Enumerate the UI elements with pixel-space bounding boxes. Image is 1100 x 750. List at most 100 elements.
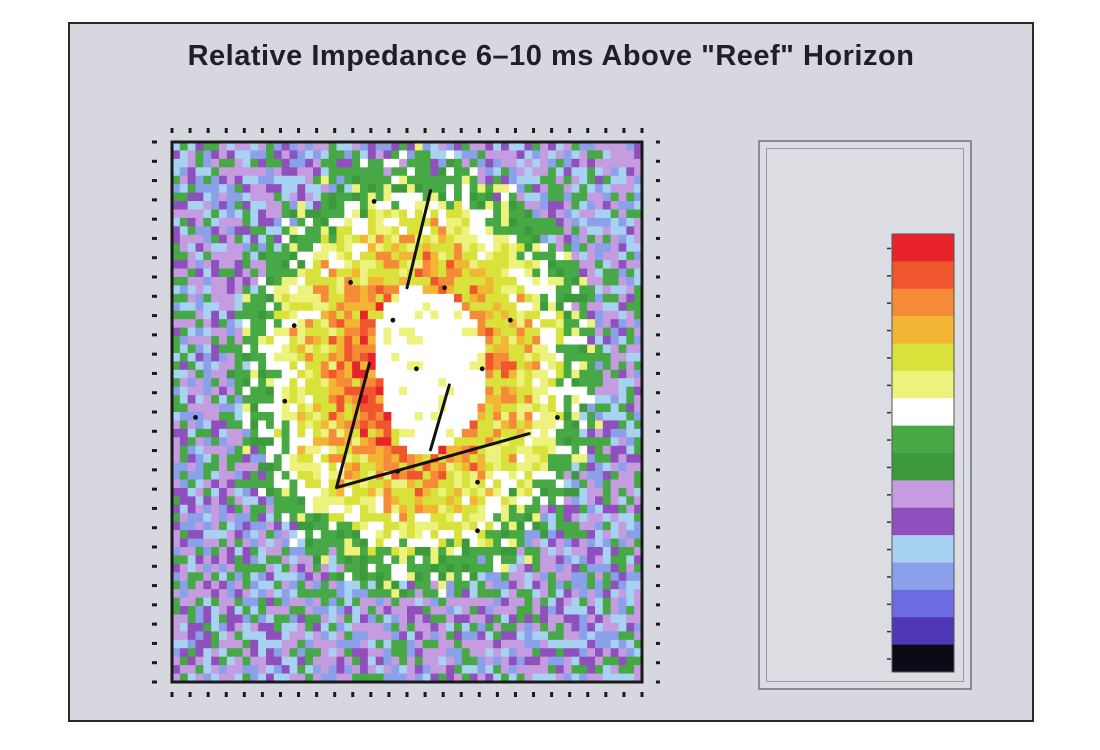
heatmap-cell xyxy=(375,192,384,202)
heatmap-cell xyxy=(344,192,353,202)
heatmap-cell xyxy=(383,378,392,388)
heatmap-cell xyxy=(516,251,525,261)
heatmap-cell xyxy=(375,158,384,168)
heatmap-cell xyxy=(626,327,635,337)
heatmap-cell xyxy=(367,260,377,269)
heatmap-cell xyxy=(187,361,196,371)
heatmap-cell xyxy=(407,639,416,649)
heatmap-cell xyxy=(477,521,486,531)
heatmap-cell xyxy=(266,192,275,202)
heatmap-cell xyxy=(367,310,377,320)
heatmap-cell xyxy=(626,513,635,523)
heatmap-cell xyxy=(571,555,580,565)
heatmap-cell xyxy=(634,319,643,329)
heatmap-cell xyxy=(477,361,486,371)
heatmap-cell xyxy=(226,580,236,590)
heatmap-cell xyxy=(250,386,259,396)
heatmap-cell xyxy=(579,184,588,194)
heatmap-cell xyxy=(477,268,486,278)
heatmap-cell xyxy=(532,648,541,658)
heatmap-cell xyxy=(172,547,181,556)
heatmap-cell xyxy=(352,580,361,590)
heatmap-cell xyxy=(234,260,243,269)
heatmap-cell xyxy=(360,395,369,404)
heatmap-cell xyxy=(360,420,369,430)
heatmap-cell xyxy=(446,142,455,151)
heatmap-cell xyxy=(422,167,431,177)
heatmap-cell xyxy=(305,293,314,303)
heatmap-cell xyxy=(399,201,408,210)
heatmap-cell xyxy=(273,175,283,185)
heatmap-cell xyxy=(571,530,580,539)
heatmap-cell xyxy=(626,622,635,632)
heatmap-cell xyxy=(634,209,643,219)
heatmap-cell xyxy=(242,167,251,177)
heatmap-cell xyxy=(399,538,408,548)
heatmap-cell xyxy=(508,487,518,497)
heatmap-cell xyxy=(461,673,471,683)
heatmap-cell xyxy=(454,412,463,421)
heatmap-cell xyxy=(289,277,298,286)
well-marker xyxy=(442,285,447,291)
heatmap-cell xyxy=(360,513,369,523)
heatmap-cell xyxy=(367,504,377,514)
heatmap-cell xyxy=(626,251,635,261)
heatmap-cell xyxy=(313,412,322,421)
heatmap-cell xyxy=(305,665,314,674)
heatmap-cell xyxy=(563,310,572,320)
heatmap-cell xyxy=(195,648,204,658)
heatmap-cell xyxy=(626,184,635,194)
heatmap-cell xyxy=(336,589,345,599)
heatmap-cell xyxy=(587,412,596,421)
heatmap-cell xyxy=(172,150,181,160)
heatmap-cell xyxy=(250,572,259,582)
heatmap-cell xyxy=(422,504,431,514)
heatmap-cell xyxy=(281,319,290,329)
tick-right xyxy=(656,468,660,472)
heatmap-cell xyxy=(273,361,283,371)
heatmap-cell xyxy=(414,521,424,531)
heatmap-cell xyxy=(477,158,486,168)
heatmap-cell xyxy=(344,158,353,168)
heatmap-cell xyxy=(266,150,275,160)
heatmap-cell xyxy=(571,293,580,303)
heatmap-cell xyxy=(219,445,228,455)
heatmap-cell xyxy=(618,243,627,253)
heatmap-cell xyxy=(242,243,251,253)
heatmap-cell xyxy=(414,538,424,548)
well-marker xyxy=(475,479,480,485)
heatmap-cell xyxy=(634,369,643,379)
heatmap-cell xyxy=(313,319,322,329)
heatmap-cell xyxy=(634,251,643,261)
tick-bottom xyxy=(188,692,192,697)
heatmap-cell xyxy=(203,513,212,523)
heatmap-cell xyxy=(414,285,424,295)
heatmap-cell xyxy=(203,622,212,632)
heatmap-cell xyxy=(211,555,220,565)
heatmap-cell xyxy=(430,496,439,506)
heatmap-cell xyxy=(211,412,220,421)
heatmap-cell xyxy=(367,555,377,565)
heatmap-cell xyxy=(516,614,525,624)
heatmap-cell xyxy=(555,268,565,278)
heatmap-cell xyxy=(508,445,518,455)
heatmap-cell xyxy=(195,352,204,362)
heatmap-cell xyxy=(563,521,572,531)
heatmap-cell xyxy=(250,378,259,388)
heatmap-cell xyxy=(477,142,486,151)
heatmap-cell xyxy=(281,361,290,371)
heatmap-cell xyxy=(203,589,212,599)
heatmap-cell xyxy=(540,547,549,556)
heatmap-cell xyxy=(508,437,518,447)
heatmap-cell xyxy=(555,597,565,607)
heatmap-cell xyxy=(352,496,361,506)
heatmap-cell xyxy=(289,226,298,236)
heatmap-cell xyxy=(422,361,431,371)
heatmap-cell xyxy=(485,504,494,514)
heatmap-cell xyxy=(375,631,384,641)
heatmap-cell xyxy=(195,631,204,641)
heatmap-cell xyxy=(407,487,416,497)
heatmap-cell xyxy=(250,513,259,523)
legend-swatch xyxy=(892,343,954,372)
heatmap-cell xyxy=(305,504,314,514)
